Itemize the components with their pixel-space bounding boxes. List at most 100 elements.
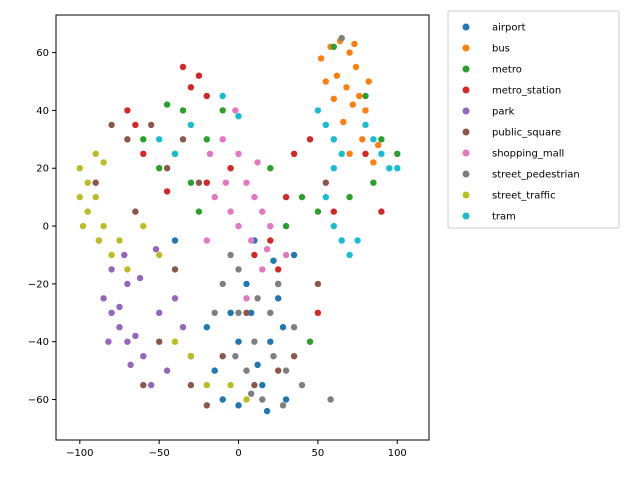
- point-metro_station-18: [275, 266, 282, 273]
- legend-marker-street_pedestrian: [462, 170, 470, 178]
- point-metro_station-4: [124, 107, 131, 114]
- point-shopping_mall-15: [232, 107, 239, 114]
- point-shopping_mall-5: [267, 222, 274, 230]
- point-street_traffic-13: [171, 338, 179, 345]
- point-airport-5: [243, 280, 250, 288]
- point-metro-11: [282, 222, 290, 230]
- point-metro_station-11: [282, 193, 290, 201]
- point-tram-18: [219, 92, 226, 100]
- point-airport-10: [282, 396, 290, 403]
- point-metro-1: [179, 107, 187, 114]
- y-tick-label: −40: [28, 337, 49, 348]
- point-airport-4: [235, 338, 242, 345]
- point-street_pedestrian-12: [270, 353, 277, 360]
- point-airport-18: [211, 367, 218, 374]
- point-tram-10: [362, 121, 369, 129]
- point-metro_station-12: [290, 150, 298, 157]
- point-street_traffic-14: [187, 353, 195, 360]
- point-metro_station-16: [378, 208, 385, 215]
- point-tram-5: [322, 193, 329, 201]
- point-metro_station-2: [195, 72, 203, 79]
- point-shopping_mall-13: [259, 266, 266, 273]
- legend-label-street_pedestrian: street_pedestrian: [492, 170, 580, 181]
- point-metro-18: [267, 165, 274, 172]
- point-shopping_mall-18: [254, 159, 261, 166]
- point-bus-0: [317, 55, 325, 62]
- point-public_square-13: [275, 367, 282, 374]
- point-public_square-8: [171, 266, 179, 273]
- point-street_traffic-19: [95, 237, 103, 244]
- point-shopping_mall-17: [243, 295, 250, 302]
- point-street_pedestrian-16: [327, 396, 334, 403]
- legend-marker-metro: [462, 65, 470, 73]
- point-street_traffic-8: [108, 251, 115, 259]
- point-metro_station-19: [227, 165, 234, 172]
- point-tram-6: [330, 222, 337, 230]
- point-metro-3: [219, 107, 226, 114]
- point-metro_station-7: [163, 188, 171, 195]
- point-airport-12: [235, 402, 242, 409]
- point-airport-0: [171, 237, 179, 244]
- point-street_traffic-1: [84, 179, 91, 186]
- point-bus-12: [340, 118, 347, 126]
- point-park-17: [152, 246, 160, 253]
- axes-layer: −100 −50 0 50 100 −60 −40 −20 0 20 40 60: [28, 48, 407, 459]
- point-street_pedestrian-6: [243, 367, 250, 374]
- point-park-13: [163, 367, 171, 374]
- point-public_square-10: [203, 402, 210, 409]
- point-tram-3: [338, 150, 345, 157]
- point-public_square-17: [156, 338, 163, 345]
- point-street_pedestrian-2: [251, 338, 258, 345]
- point-bus-4: [352, 63, 360, 71]
- y-tick-label: 40: [36, 106, 49, 117]
- point-airport-11: [290, 251, 298, 259]
- point-shopping_mall-4: [259, 208, 266, 215]
- point-shopping_mall-16: [206, 150, 214, 157]
- point-street_traffic-12: [156, 251, 163, 259]
- point-public_square-11: [219, 353, 226, 360]
- point-park-5: [108, 266, 115, 273]
- point-airport-16: [279, 324, 287, 331]
- point-shopping_mall-3: [251, 193, 258, 201]
- point-public_square-0: [108, 121, 115, 129]
- point-bus-15: [322, 78, 329, 85]
- point-shopping_mall-6: [227, 208, 234, 215]
- point-bus-19: [346, 150, 353, 157]
- point-street_pedestrian-11: [254, 295, 261, 302]
- point-airport-19: [248, 309, 255, 316]
- point-shopping_mall-9: [211, 193, 218, 201]
- point-metro-17: [195, 208, 203, 215]
- y-tick-label: 20: [36, 164, 49, 175]
- plot-frame: [55, 14, 430, 441]
- point-park-15: [121, 251, 128, 259]
- point-public_square-5: [195, 179, 203, 186]
- point-street_pedestrian-10: [235, 266, 242, 273]
- point-tram-9: [354, 237, 361, 244]
- point-bus-9: [333, 72, 341, 79]
- y-tick-label: 0: [43, 222, 49, 233]
- legend-label-bus: bus: [492, 44, 510, 55]
- point-public_square-2: [148, 121, 155, 129]
- point-street_traffic-11: [140, 222, 147, 230]
- point-metro_station-10: [267, 237, 274, 244]
- point-bus-8: [343, 84, 350, 91]
- point-street_traffic-18: [79, 222, 87, 230]
- point-metro_station-6: [140, 150, 147, 157]
- point-bus-16: [351, 40, 358, 48]
- point-shopping_mall-1: [235, 150, 242, 157]
- point-park-19: [127, 361, 134, 368]
- legend-marker-shopping_mall: [462, 149, 470, 157]
- point-tram-1: [322, 121, 329, 129]
- point-park-9: [148, 381, 155, 389]
- point-public_square-15: [314, 280, 322, 288]
- point-metro_station-3: [203, 92, 210, 100]
- x-tick-label: 0: [235, 448, 241, 459]
- point-metro-14: [306, 338, 314, 345]
- point-tram-2: [330, 136, 337, 143]
- point-metro_station-14: [330, 208, 337, 215]
- point-metro-0: [163, 101, 171, 108]
- point-tram-8: [346, 251, 353, 259]
- legend-marker-airport: [462, 23, 470, 31]
- x-tick-label: 50: [312, 448, 325, 459]
